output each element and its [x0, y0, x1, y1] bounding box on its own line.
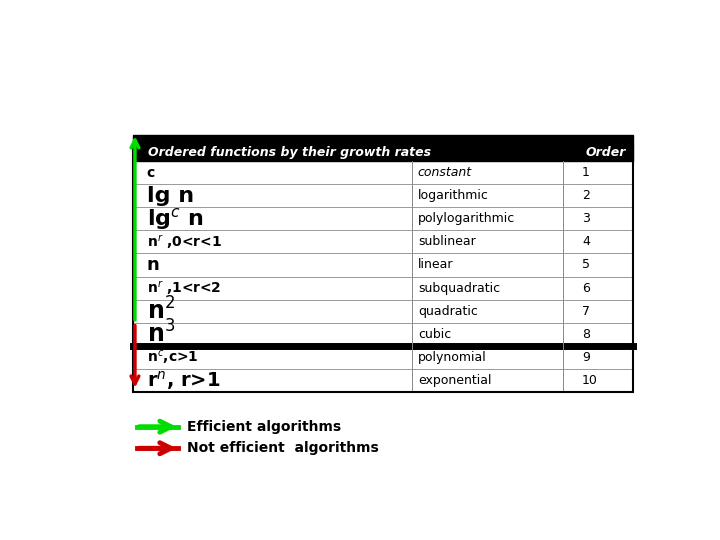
Text: n$^2$: n$^2$ [147, 298, 174, 325]
Text: n$^r$ ,1<r<2: n$^r$ ,1<r<2 [147, 279, 221, 297]
Text: polylogarithmic: polylogarithmic [418, 212, 515, 225]
Text: 8: 8 [582, 328, 590, 341]
Bar [132, 300, 632, 323]
Bar [412, 135, 632, 144]
Bar [132, 369, 632, 392]
Bar [132, 323, 632, 346]
Bar [132, 135, 412, 144]
Text: n$^c$,c>1: n$^c$,c>1 [147, 348, 198, 367]
Text: 4: 4 [582, 235, 590, 248]
Text: Efficient algorithms: Efficient algorithms [187, 420, 341, 434]
Text: polynomial: polynomial [418, 351, 487, 364]
Text: subquadratic: subquadratic [418, 281, 500, 295]
Text: exponential: exponential [418, 374, 491, 387]
Text: Ordered functions by their growth rates: Ordered functions by their growth rates [148, 146, 431, 159]
Bar [132, 144, 632, 392]
Text: lg$^c$ n: lg$^c$ n [147, 206, 203, 232]
Text: c: c [147, 166, 155, 180]
Text: 7: 7 [582, 305, 590, 318]
Text: 1: 1 [582, 166, 590, 179]
Bar [132, 231, 632, 253]
Bar [132, 346, 632, 369]
Text: Order: Order [586, 146, 626, 159]
Text: 10: 10 [582, 374, 598, 387]
Bar [132, 161, 632, 184]
Text: logarithmic: logarithmic [418, 189, 489, 202]
Text: n$^3$: n$^3$ [147, 321, 175, 348]
Text: 3: 3 [582, 212, 590, 225]
Bar [132, 276, 632, 300]
Text: n: n [147, 256, 159, 274]
Text: 6: 6 [582, 281, 590, 295]
Text: lg n: lg n [147, 186, 194, 206]
Text: r$^n$, r>1: r$^n$, r>1 [147, 369, 220, 392]
Text: quadratic: quadratic [418, 305, 477, 318]
Bar [132, 253, 632, 276]
Bar [132, 184, 632, 207]
Bar [132, 207, 632, 231]
Text: 9: 9 [582, 351, 590, 364]
Text: Not efficient  algorithms: Not efficient algorithms [187, 441, 379, 455]
Text: sublinear: sublinear [418, 235, 476, 248]
Bar [132, 144, 632, 161]
Text: 2: 2 [582, 189, 590, 202]
Text: n$^r$ ,0<r<1: n$^r$ ,0<r<1 [147, 233, 222, 251]
Text: 5: 5 [582, 259, 590, 272]
Text: linear: linear [418, 259, 454, 272]
Text: constant: constant [418, 166, 472, 179]
Text: cubic: cubic [418, 328, 451, 341]
